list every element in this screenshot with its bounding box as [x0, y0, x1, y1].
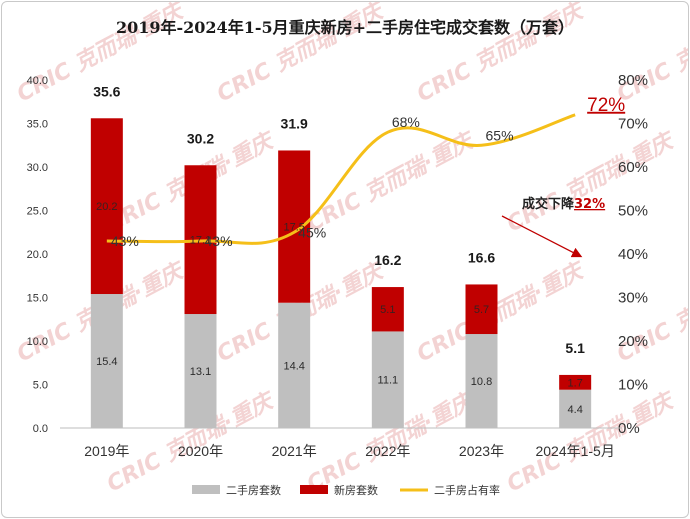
bar-new	[559, 374, 592, 390]
share-label: 72%	[587, 95, 625, 116]
bars-layer	[90, 118, 592, 428]
annotation-arrow	[501, 215, 583, 258]
bar-new	[371, 287, 404, 332]
bar-label-secondhand: 15.4	[96, 356, 117, 368]
y-left-tick-label: 35.0	[27, 119, 48, 131]
legend-label-share: 二手房占有率	[434, 483, 500, 497]
y-left-tick-label: 15.0	[27, 293, 48, 305]
annotation-value: 32%	[574, 197, 605, 212]
bar-secondhand	[465, 334, 498, 428]
bar-label-new: 5.1	[380, 304, 395, 316]
y-left-tick-label: 0.0	[33, 423, 48, 435]
watermark-text: CRIC 克而瑞·重庆	[413, 256, 591, 367]
watermark-text: CRIC 克而瑞·重庆	[503, 386, 681, 497]
legend: 二手房套数 新房套数 二手房占有率	[192, 483, 500, 497]
x-tick-label: 2020年	[178, 443, 223, 459]
bar-label-new: 1.7	[568, 377, 583, 389]
y-right-tick-label: 20%	[618, 333, 648, 350]
y-right-tick-label: 60%	[618, 159, 648, 176]
legend-label-new: 新房套数	[334, 483, 378, 497]
bar-secondhand	[278, 302, 311, 428]
bar-new	[90, 118, 123, 295]
y-left-tick-label: 40.0	[27, 75, 48, 87]
y-right-tick-label: 0%	[618, 420, 640, 437]
watermark-text: CRIC 克而瑞·重庆	[303, 126, 481, 237]
bar-secondhand	[184, 314, 217, 428]
bar-secondhand	[559, 389, 592, 428]
bar-label-secondhand: 14.4	[283, 360, 304, 372]
y-right-tick-label: 50%	[618, 203, 648, 220]
share-line-layer	[106, 113, 576, 245]
y-left-tick-label: 20.0	[27, 249, 48, 261]
y-right-tick-label: 80%	[618, 72, 648, 89]
labels-layer: 15.4 20.2 35.6 13.1 17.1 30.2 14.4 17.5 31.9 11.1…	[93, 83, 625, 416]
share-label: 68%	[392, 114, 420, 130]
x-tick-label: 2024年1-5月	[535, 443, 614, 459]
bar-new	[465, 284, 498, 335]
x-tick-label: 2021年	[272, 443, 317, 459]
total-label: 16.6	[468, 249, 495, 265]
watermark-text: CRIC 克而瑞·重庆	[503, 126, 681, 237]
share-line	[106, 113, 576, 245]
legend-label-secondhand: 二手房套数	[226, 483, 281, 497]
legend-swatch-new	[300, 485, 328, 494]
annotation-text: 成交下降32%	[522, 196, 605, 212]
chart-title: 2019年-2024年1-5月重庆新房+二手房住宅成交套数（万套）	[116, 18, 574, 37]
bar-label-new: 17.5	[283, 222, 304, 234]
bar-label-secondhand: 4.4	[568, 404, 583, 416]
bar-label-secondhand: 10.8	[471, 376, 492, 388]
bar-new	[278, 150, 311, 303]
y-left-tick-label: 30.0	[27, 162, 48, 174]
share-label: 43%	[205, 233, 233, 249]
bar-label-secondhand: 11.1	[378, 375, 399, 387]
x-tick-label: 2022年	[365, 443, 410, 459]
share-label: 45%	[298, 224, 326, 240]
x-tick-label: 2023年	[459, 443, 504, 459]
y-left-tick-label: 10.0	[27, 336, 48, 348]
total-label: 5.1	[565, 340, 585, 356]
watermark-text: CRIC 克而瑞·重庆	[613, 256, 688, 367]
total-label: 30.2	[187, 130, 214, 146]
total-label: 31.9	[281, 115, 308, 131]
y-left-tick-label: 25.0	[27, 206, 48, 218]
share-label: 43%	[111, 233, 139, 249]
decline-annotation: 成交下降32%	[501, 196, 605, 258]
total-label: 35.6	[93, 83, 120, 99]
bar-label-new: 17.1	[190, 235, 211, 247]
bar-secondhand	[371, 331, 404, 428]
y-right-tick-label: 30%	[618, 290, 648, 307]
bar-secondhand	[90, 294, 123, 428]
bar-label-new: 5.7	[474, 304, 489, 316]
watermark-text: CRIC 克而瑞·重庆	[613, 2, 688, 107]
axes-layer: 0.0 5.0 10.0 15.0 20.0 25.0 30.0 35.0 40.0 0% 10% 2…	[27, 72, 648, 459]
bar-label-secondhand: 13.1	[190, 366, 211, 378]
y-right-tick-label: 10%	[618, 377, 648, 394]
y-right-tick-label: 40%	[618, 246, 648, 263]
y-right-tick-label: 70%	[618, 116, 648, 133]
bar-label-new: 20.2	[96, 201, 117, 213]
total-label: 16.2	[374, 252, 401, 268]
x-tick-label: 2019年	[84, 443, 129, 459]
legend-swatch-secondhand	[192, 485, 220, 494]
share-label: 65%	[486, 127, 514, 143]
annotation-prefix: 成交下降	[522, 196, 575, 212]
y-left-tick-label: 5.0	[33, 380, 48, 392]
